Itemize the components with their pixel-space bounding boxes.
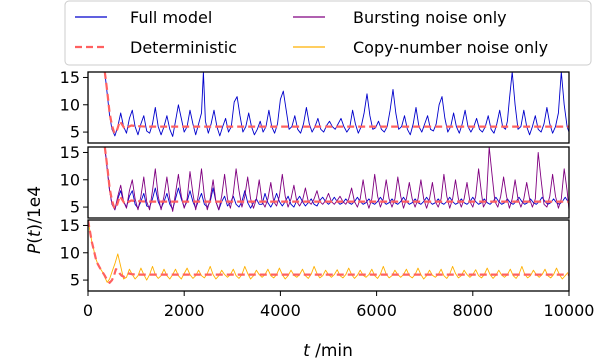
- y-tick-label: 10: [60, 170, 80, 189]
- x-axis-ticks: 0 2000 4000 6000 8000 10000: [83, 291, 595, 320]
- x-axis-label: t /min: [303, 341, 353, 361]
- legend-label-deterministic: Deterministic: [130, 38, 237, 57]
- x-tick-label: 8000: [452, 301, 493, 320]
- panel-2: 5 10 15: [60, 143, 570, 219]
- legend-label-bursting-noise: Bursting noise only: [353, 8, 507, 27]
- panel-frame-2: [87, 146, 570, 219]
- panel-3: 5 10 15: [60, 216, 570, 292]
- series-copy-number-noise-only-panel-3: [88, 220, 569, 283]
- x-tick-label: 2000: [164, 301, 205, 320]
- y-tick-label: 5: [70, 198, 80, 217]
- legend-label-full-model: Full model: [130, 8, 212, 27]
- panel-frame-1: [87, 71, 570, 144]
- legend: Full model Deterministic Bursting noise …: [64, 0, 592, 66]
- x-tick-label: 6000: [356, 301, 397, 320]
- series-deterministic-panel-2: [103, 147, 569, 210]
- y-tick-label: 10: [60, 95, 80, 114]
- y-tick-label: 15: [60, 68, 80, 87]
- x-tick-label: 0: [83, 301, 93, 320]
- y-tick-label: 5: [70, 123, 80, 142]
- series-deterministic-panel-3: [88, 220, 569, 284]
- y-tick-label: 5: [70, 271, 80, 290]
- x-tick-label: 10000: [544, 301, 595, 320]
- x-tick-label: 4000: [260, 301, 301, 320]
- legend-box: [64, 0, 592, 66]
- panel-1: 5 10 15: [60, 68, 570, 144]
- y-axis-label: P(t)/1e4: [25, 186, 45, 254]
- panel-frame-3: [87, 219, 570, 292]
- y-tick-label: 10: [60, 243, 80, 262]
- legend-label-copy-number-noise: Copy-number noise only: [353, 38, 548, 57]
- y-tick-label: 15: [60, 143, 80, 162]
- y-tick-label: 15: [60, 216, 80, 235]
- series-deterministic-panel-1: [103, 72, 569, 135]
